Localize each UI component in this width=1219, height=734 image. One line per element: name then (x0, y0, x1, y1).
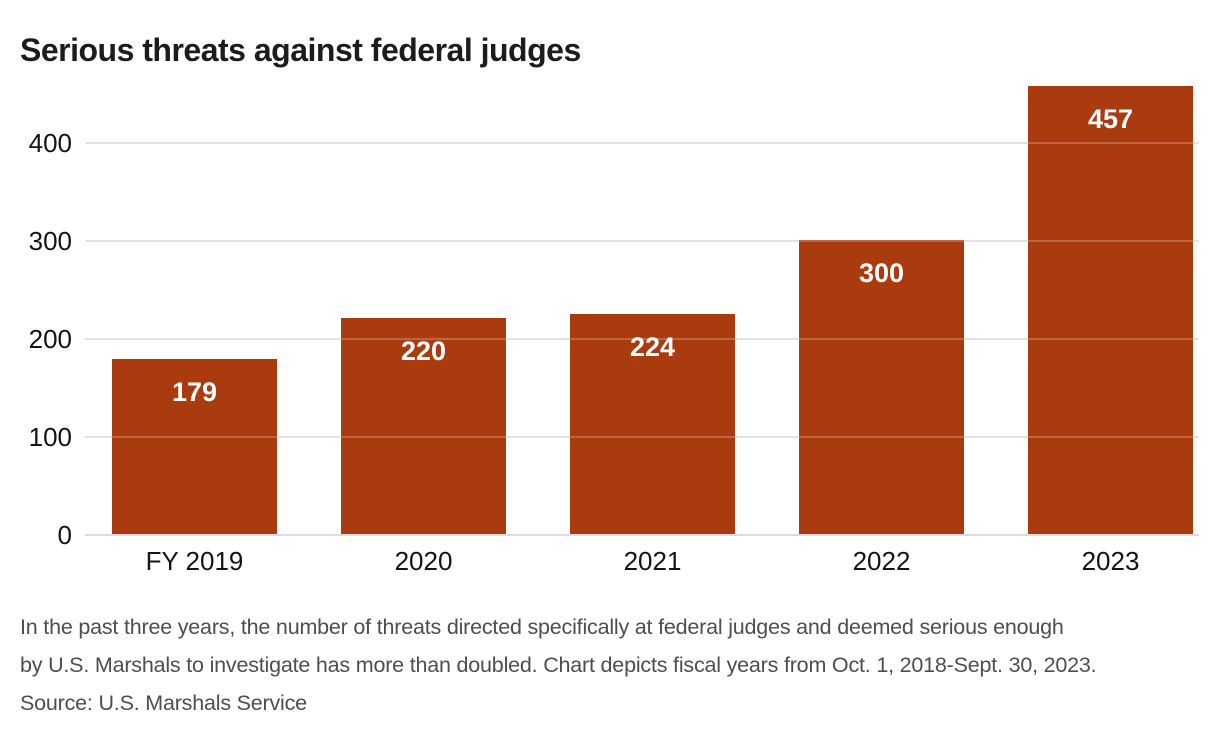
caption-line-2: by U.S. Marshals to investigate has more… (20, 653, 1097, 677)
gridline-300 (85, 240, 1199, 242)
bar-2023 (1028, 86, 1193, 534)
y-axis-tick-label: 300 (28, 226, 72, 256)
x-axis-tick-label: 2023 (1081, 546, 1140, 576)
gridline-overlay (85, 142, 1199, 144)
gridline-0 (85, 534, 1199, 536)
bar-value-label: 224 (629, 332, 676, 363)
bar-2020 (341, 318, 506, 534)
gridline-overlay (85, 436, 1199, 438)
bar-value-label: 179 (171, 376, 218, 407)
y-axis-tick-label: 0 (57, 520, 72, 550)
x-axis-tick-label: 2021 (623, 546, 682, 576)
gridline-400 (85, 142, 1199, 144)
y-axis-tick-label: 400 (28, 128, 72, 158)
bar-fy-2019 (112, 358, 277, 534)
bar-value-label: 300 (858, 258, 905, 288)
bar-chart: 0 100 200 300 400 179 FY 2019 220 2020 224 2021 300… (28, 86, 1199, 576)
bar-2021 (570, 314, 735, 534)
y-axis-tick-label: 200 (28, 324, 72, 354)
gridline-overlay (85, 338, 1199, 340)
gridline-overlay (85, 240, 1199, 242)
source-line: Source: U.S. Marshals Service (20, 691, 307, 715)
bar-2022 (799, 240, 964, 534)
x-axis-tick-label: FY 2019 (145, 546, 244, 576)
x-axis-tick-label: 2020 (394, 546, 453, 576)
bar-value-label: 220 (400, 336, 447, 367)
caption-line-1: In the past three years, the number of t… (20, 615, 1064, 639)
chart-caption: In the past three years, the number of t… (20, 608, 1219, 722)
bar-value-label: 457 (1087, 104, 1134, 135)
x-axis-tick-label: 2022 (852, 546, 911, 576)
chart-title: Serious threats against federal judges (20, 32, 581, 68)
y-axis-tick-label: 100 (28, 422, 72, 452)
